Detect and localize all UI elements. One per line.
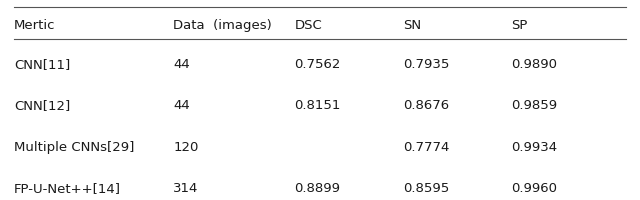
- Text: 0.9890: 0.9890: [511, 58, 557, 71]
- Text: 0.9934: 0.9934: [511, 141, 557, 154]
- Text: 44: 44: [173, 99, 190, 112]
- Text: 0.7562: 0.7562: [294, 58, 341, 71]
- Text: DSC: DSC: [294, 19, 323, 32]
- Text: Multiple CNNs[29]: Multiple CNNs[29]: [14, 141, 134, 154]
- Text: 0.7935: 0.7935: [403, 58, 449, 71]
- Text: Data  (images): Data (images): [173, 19, 272, 32]
- Text: 0.8899: 0.8899: [294, 182, 340, 195]
- Text: 44: 44: [173, 58, 190, 71]
- Text: 0.8151: 0.8151: [294, 99, 341, 112]
- Text: 0.8676: 0.8676: [403, 99, 449, 112]
- Text: 0.9859: 0.9859: [511, 99, 557, 112]
- Text: 120: 120: [173, 141, 199, 154]
- Text: 0.8595: 0.8595: [403, 182, 449, 195]
- Text: 314: 314: [173, 182, 199, 195]
- Text: SP: SP: [511, 19, 527, 32]
- Text: CNN[12]: CNN[12]: [14, 99, 70, 112]
- Text: CNN[11]: CNN[11]: [14, 58, 70, 71]
- Text: 0.7774: 0.7774: [403, 141, 449, 154]
- Text: Mertic: Mertic: [14, 19, 56, 32]
- Text: 0.9960: 0.9960: [511, 182, 557, 195]
- Text: SN: SN: [403, 19, 421, 32]
- Text: FP-U-Net++[14]: FP-U-Net++[14]: [14, 182, 121, 195]
